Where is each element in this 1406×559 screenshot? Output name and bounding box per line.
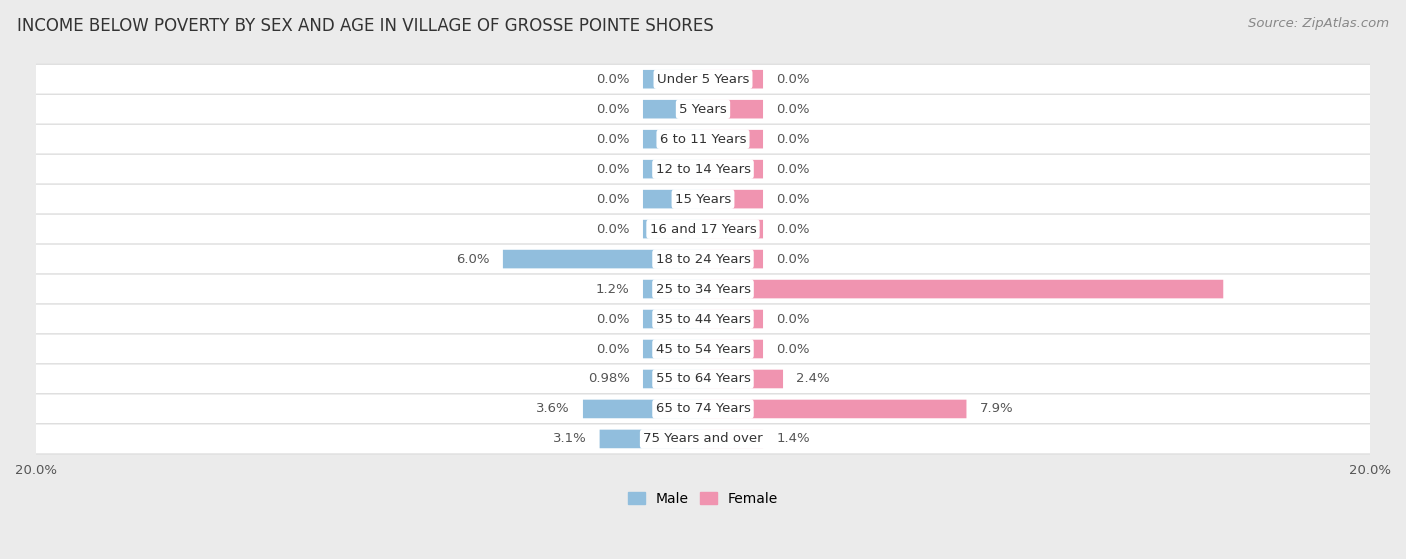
FancyBboxPatch shape (643, 100, 703, 119)
Text: 15.6%: 15.6% (1317, 282, 1360, 296)
Text: 0.0%: 0.0% (596, 163, 630, 176)
FancyBboxPatch shape (643, 190, 703, 209)
Text: 1.2%: 1.2% (596, 282, 630, 296)
FancyBboxPatch shape (703, 340, 763, 358)
Text: 0.0%: 0.0% (596, 193, 630, 206)
FancyBboxPatch shape (31, 64, 1375, 94)
Text: 2.4%: 2.4% (796, 372, 830, 386)
FancyBboxPatch shape (643, 369, 703, 389)
FancyBboxPatch shape (703, 280, 1223, 299)
Text: Under 5 Years: Under 5 Years (657, 73, 749, 86)
Text: 0.0%: 0.0% (776, 312, 810, 325)
FancyBboxPatch shape (31, 124, 1375, 154)
Text: 0.0%: 0.0% (596, 343, 630, 356)
FancyBboxPatch shape (31, 184, 1375, 214)
FancyBboxPatch shape (31, 274, 1375, 304)
Legend: Male, Female: Male, Female (623, 486, 783, 511)
FancyBboxPatch shape (703, 220, 763, 238)
FancyBboxPatch shape (703, 369, 783, 389)
FancyBboxPatch shape (31, 154, 1375, 184)
FancyBboxPatch shape (703, 70, 763, 88)
Text: 5 Years: 5 Years (679, 103, 727, 116)
Text: 15 Years: 15 Years (675, 193, 731, 206)
Text: 18 to 24 Years: 18 to 24 Years (655, 253, 751, 266)
FancyBboxPatch shape (31, 244, 1375, 274)
Text: 0.0%: 0.0% (776, 73, 810, 86)
Text: 6 to 11 Years: 6 to 11 Years (659, 132, 747, 146)
FancyBboxPatch shape (643, 70, 703, 88)
FancyBboxPatch shape (643, 280, 703, 299)
FancyBboxPatch shape (703, 100, 763, 119)
Text: 25 to 34 Years: 25 to 34 Years (655, 282, 751, 296)
Text: 12 to 14 Years: 12 to 14 Years (655, 163, 751, 176)
FancyBboxPatch shape (703, 250, 763, 268)
FancyBboxPatch shape (31, 394, 1375, 424)
Text: 0.0%: 0.0% (776, 193, 810, 206)
Text: 45 to 54 Years: 45 to 54 Years (655, 343, 751, 356)
Text: 0.0%: 0.0% (596, 73, 630, 86)
FancyBboxPatch shape (503, 250, 703, 268)
Text: 0.98%: 0.98% (588, 372, 630, 386)
Text: Source: ZipAtlas.com: Source: ZipAtlas.com (1249, 17, 1389, 30)
Text: 0.0%: 0.0% (776, 103, 810, 116)
FancyBboxPatch shape (703, 400, 966, 418)
FancyBboxPatch shape (31, 334, 1375, 364)
Text: 0.0%: 0.0% (776, 253, 810, 266)
Text: 0.0%: 0.0% (776, 132, 810, 146)
FancyBboxPatch shape (31, 304, 1375, 334)
FancyBboxPatch shape (703, 430, 763, 448)
FancyBboxPatch shape (643, 160, 703, 178)
FancyBboxPatch shape (703, 160, 763, 178)
FancyBboxPatch shape (703, 310, 763, 328)
FancyBboxPatch shape (643, 340, 703, 358)
Text: 0.0%: 0.0% (776, 222, 810, 235)
Text: 65 to 74 Years: 65 to 74 Years (655, 402, 751, 415)
FancyBboxPatch shape (583, 400, 703, 418)
Text: 7.9%: 7.9% (980, 402, 1014, 415)
Text: 16 and 17 Years: 16 and 17 Years (650, 222, 756, 235)
Text: 0.0%: 0.0% (596, 103, 630, 116)
Text: 0.0%: 0.0% (596, 132, 630, 146)
FancyBboxPatch shape (643, 220, 703, 238)
Text: 0.0%: 0.0% (776, 343, 810, 356)
FancyBboxPatch shape (31, 364, 1375, 394)
FancyBboxPatch shape (599, 430, 703, 448)
Text: 1.4%: 1.4% (776, 433, 810, 446)
Text: 3.6%: 3.6% (536, 402, 569, 415)
Text: 35 to 44 Years: 35 to 44 Years (655, 312, 751, 325)
Text: 3.1%: 3.1% (553, 433, 586, 446)
Text: 0.0%: 0.0% (776, 163, 810, 176)
FancyBboxPatch shape (31, 214, 1375, 244)
FancyBboxPatch shape (643, 310, 703, 328)
FancyBboxPatch shape (703, 190, 763, 209)
FancyBboxPatch shape (31, 94, 1375, 124)
Text: 55 to 64 Years: 55 to 64 Years (655, 372, 751, 386)
Text: INCOME BELOW POVERTY BY SEX AND AGE IN VILLAGE OF GROSSE POINTE SHORES: INCOME BELOW POVERTY BY SEX AND AGE IN V… (17, 17, 714, 35)
FancyBboxPatch shape (703, 130, 763, 149)
FancyBboxPatch shape (31, 424, 1375, 454)
Text: 0.0%: 0.0% (596, 222, 630, 235)
Text: 75 Years and over: 75 Years and over (643, 433, 763, 446)
FancyBboxPatch shape (643, 130, 703, 149)
Text: 6.0%: 6.0% (456, 253, 489, 266)
Text: 0.0%: 0.0% (596, 312, 630, 325)
